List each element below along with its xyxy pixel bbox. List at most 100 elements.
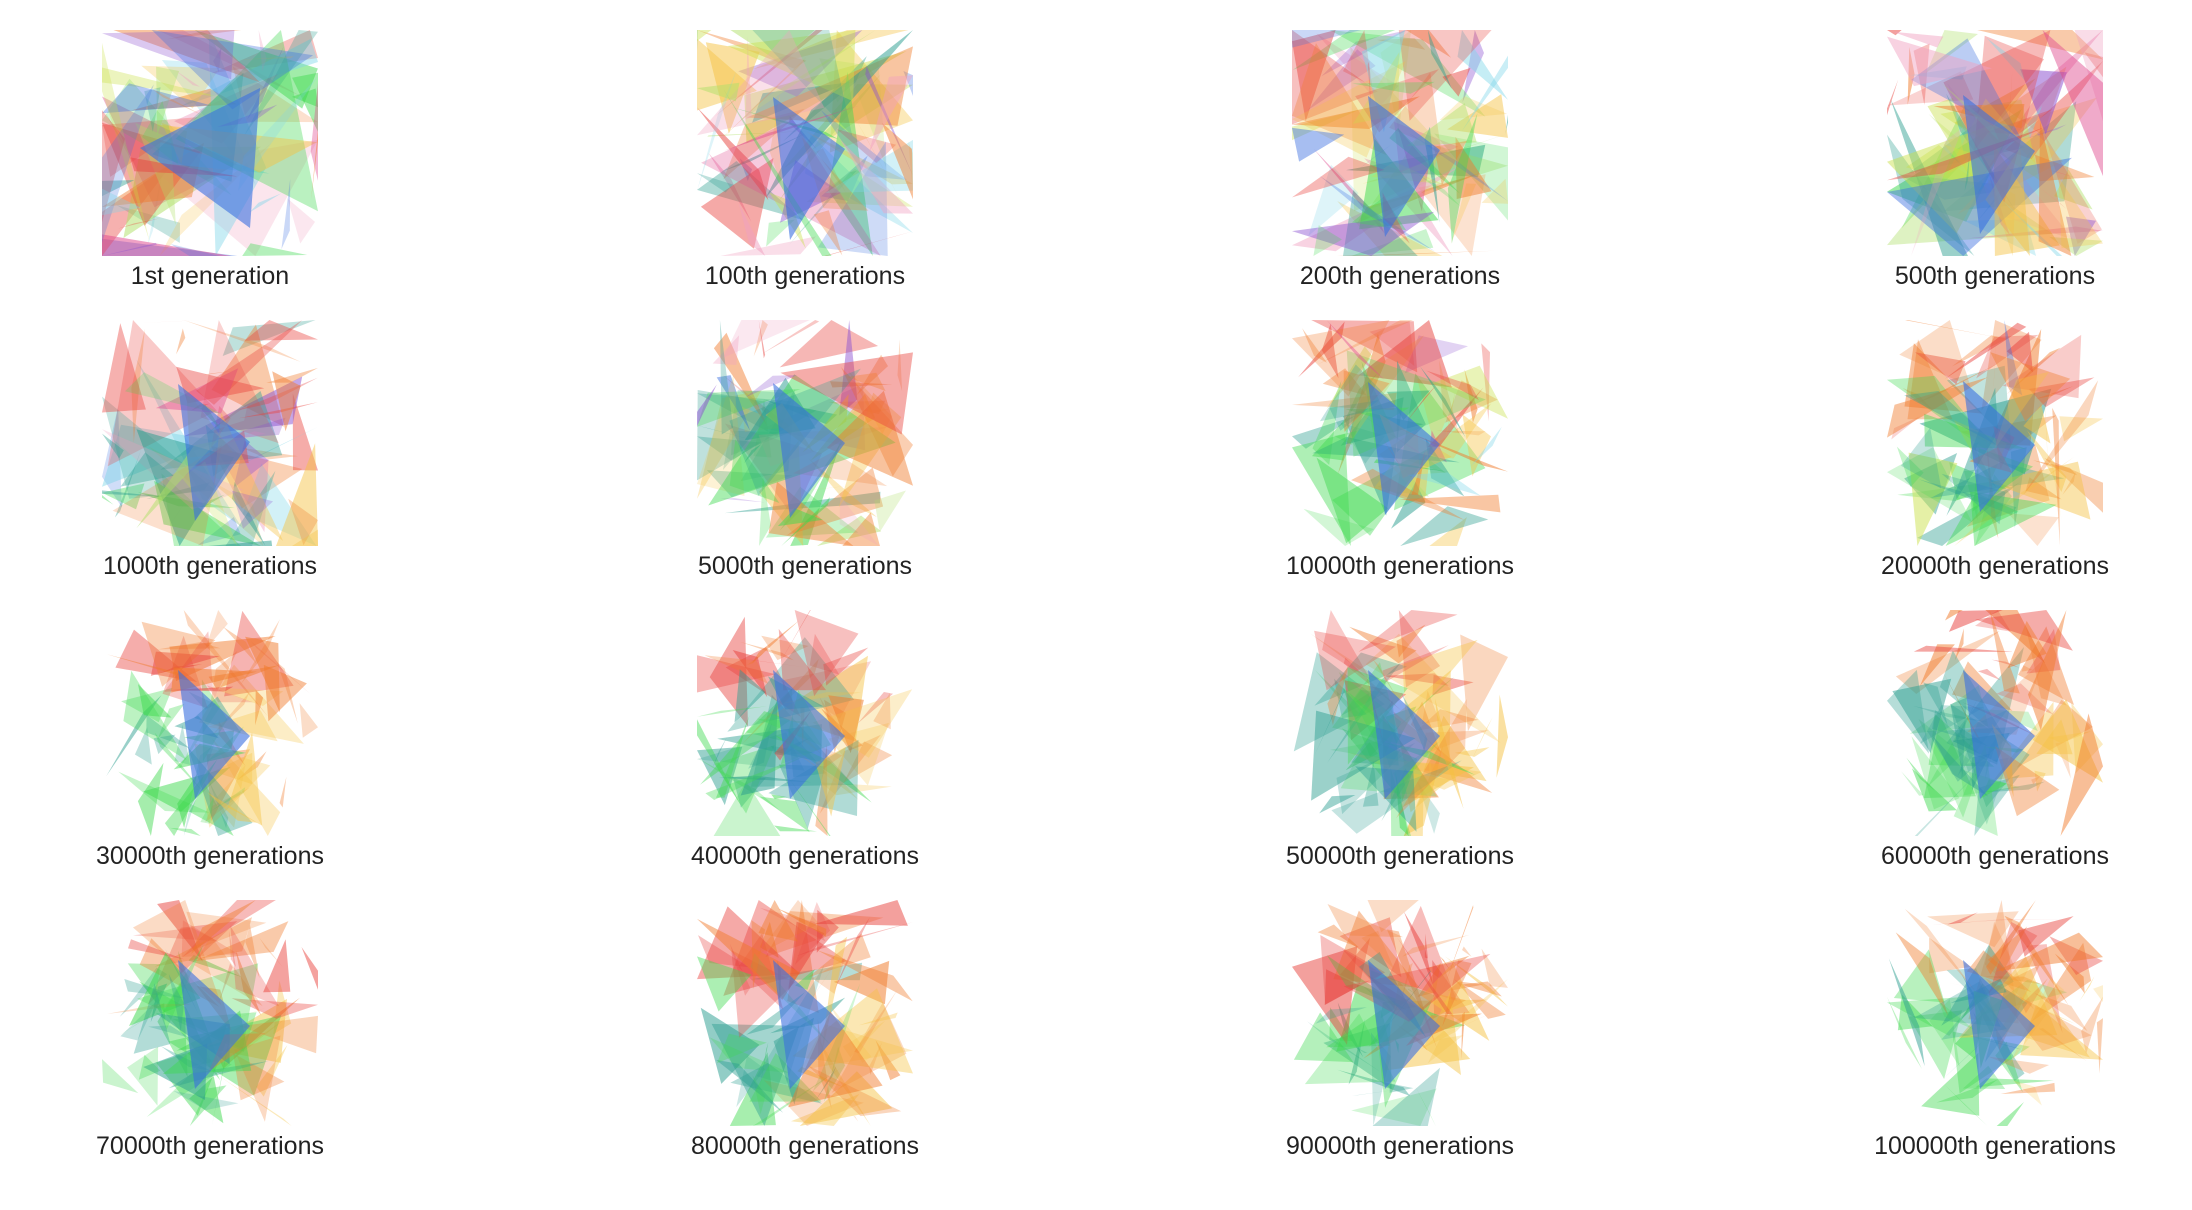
- triangle-shape: [2039, 1028, 2087, 1062]
- triangle-shape: [697, 655, 776, 693]
- generation-caption: 70000th generations: [96, 1132, 324, 1160]
- generation-image: [1290, 608, 1510, 838]
- triangle-shape: [218, 1075, 292, 1126]
- triangle-shape: [239, 1015, 318, 1054]
- triangle-shape: [168, 974, 184, 1032]
- triangle-shape: [1887, 134, 1975, 256]
- triangle-shape: [178, 960, 250, 1089]
- triangle-shape: [2009, 978, 2065, 1066]
- triangle-shape: [831, 1002, 907, 1093]
- triangle-shape: [854, 989, 898, 1054]
- triangle-shape: [1351, 468, 1465, 521]
- triangle-shape: [1917, 482, 2020, 546]
- triangle-shape: [1990, 461, 2091, 520]
- triangle-shape: [771, 794, 788, 800]
- triangle-shape: [1963, 95, 2035, 234]
- triangle-shape: [1914, 764, 1986, 836]
- triangle-shape: [1913, 43, 1930, 105]
- triangle-shape: [1993, 371, 2050, 451]
- triangle-shape: [2055, 741, 2071, 779]
- triangle-shape: [1985, 978, 2092, 1051]
- triangle-shape: [1406, 472, 1481, 496]
- triangle-shape: [716, 1033, 767, 1064]
- triangle-shape: [716, 375, 751, 431]
- triangle-shape: [2002, 334, 2082, 399]
- triangle-shape: [836, 129, 897, 164]
- triangle-shape: [1984, 921, 2034, 1010]
- triangle-shape: [2028, 377, 2095, 408]
- triangle-shape: [240, 619, 280, 685]
- triangle-shape: [1336, 250, 1495, 256]
- triangle-shape: [2021, 665, 2033, 672]
- triangle-canvas: [102, 30, 318, 256]
- triangle-shape: [1899, 320, 1971, 387]
- triangle-shape: [1988, 921, 2038, 994]
- triangle-shape: [1303, 508, 1374, 546]
- triangle-shape: [1381, 768, 1411, 822]
- triangle-shape: [1481, 948, 1508, 988]
- triangle-shape: [102, 83, 211, 114]
- triangle-shape: [102, 188, 141, 216]
- triangle-shape: [821, 155, 868, 201]
- triangle-shape: [102, 1059, 139, 1094]
- generation-image: [1885, 318, 2105, 548]
- triangle-shape: [1975, 474, 2012, 546]
- triangle-shape: [1433, 140, 1467, 186]
- triangle-shape: [208, 780, 229, 829]
- triangle-shape: [233, 1053, 285, 1101]
- triangle-shape: [734, 669, 766, 723]
- triangle-shape: [1887, 36, 1992, 87]
- triangle-shape: [1462, 414, 1491, 477]
- triangle-shape: [2028, 610, 2067, 731]
- generation-panel: 30000th generations: [20, 608, 400, 898]
- generation-caption: 100th generations: [704, 262, 906, 290]
- triangle-shape: [2049, 236, 2103, 256]
- triangle-canvas: [106, 610, 318, 836]
- triangle-shape: [1926, 30, 1978, 73]
- triangle-shape: [157, 642, 221, 650]
- triangle-shape: [1352, 52, 1400, 124]
- triangle-shape: [1292, 320, 1390, 397]
- triangle-shape: [2023, 404, 2051, 444]
- triangle-shape: [1345, 742, 1378, 771]
- triangle-shape: [279, 776, 287, 808]
- triangle-shape: [813, 210, 843, 256]
- triangle-shape: [194, 935, 263, 1007]
- triangle-shape: [839, 495, 879, 546]
- triangle-shape: [299, 703, 318, 738]
- triangle-shape: [740, 698, 778, 796]
- triangle-shape: [1970, 491, 2057, 546]
- triangle-shape: [1454, 747, 1490, 757]
- triangle-shape: [1887, 995, 1981, 1036]
- generation-panel: 60000th generations: [1805, 608, 2185, 898]
- triangle-shape: [1380, 30, 1412, 132]
- triangle-shape: [1367, 900, 1419, 933]
- triangle-shape: [744, 659, 805, 668]
- triangle-shape: [1436, 430, 1486, 436]
- triangle-shape: [1417, 709, 1479, 731]
- triangle-shape: [1901, 427, 1942, 489]
- triangle-shape: [1447, 113, 1478, 244]
- triangle-shape: [793, 451, 888, 487]
- triangle-shape: [242, 243, 308, 256]
- generation-panel: 1st generation: [20, 28, 400, 318]
- triangle-shape: [242, 447, 298, 460]
- triangle-shape: [2016, 699, 2093, 768]
- triangle-shape: [232, 481, 266, 546]
- triangle-shape: [1398, 30, 1492, 121]
- triangle-canvas: [1292, 320, 1508, 546]
- triangle-shape: [1304, 1013, 1396, 1085]
- triangle-shape: [1927, 911, 2019, 948]
- triangle-shape: [697, 956, 752, 1012]
- triangle-shape: [176, 366, 265, 404]
- triangle-shape: [184, 376, 303, 437]
- generation-image: [1885, 898, 2105, 1128]
- triangle-shape: [1398, 610, 1441, 688]
- triangle-shape: [2071, 702, 2103, 774]
- triangle-shape: [839, 139, 913, 214]
- generation-caption: 40000th generations: [691, 842, 919, 870]
- triangle-shape: [255, 690, 264, 726]
- triangle-shape: [825, 139, 913, 193]
- triangle-shape: [102, 84, 154, 243]
- triangle-shape: [211, 738, 281, 836]
